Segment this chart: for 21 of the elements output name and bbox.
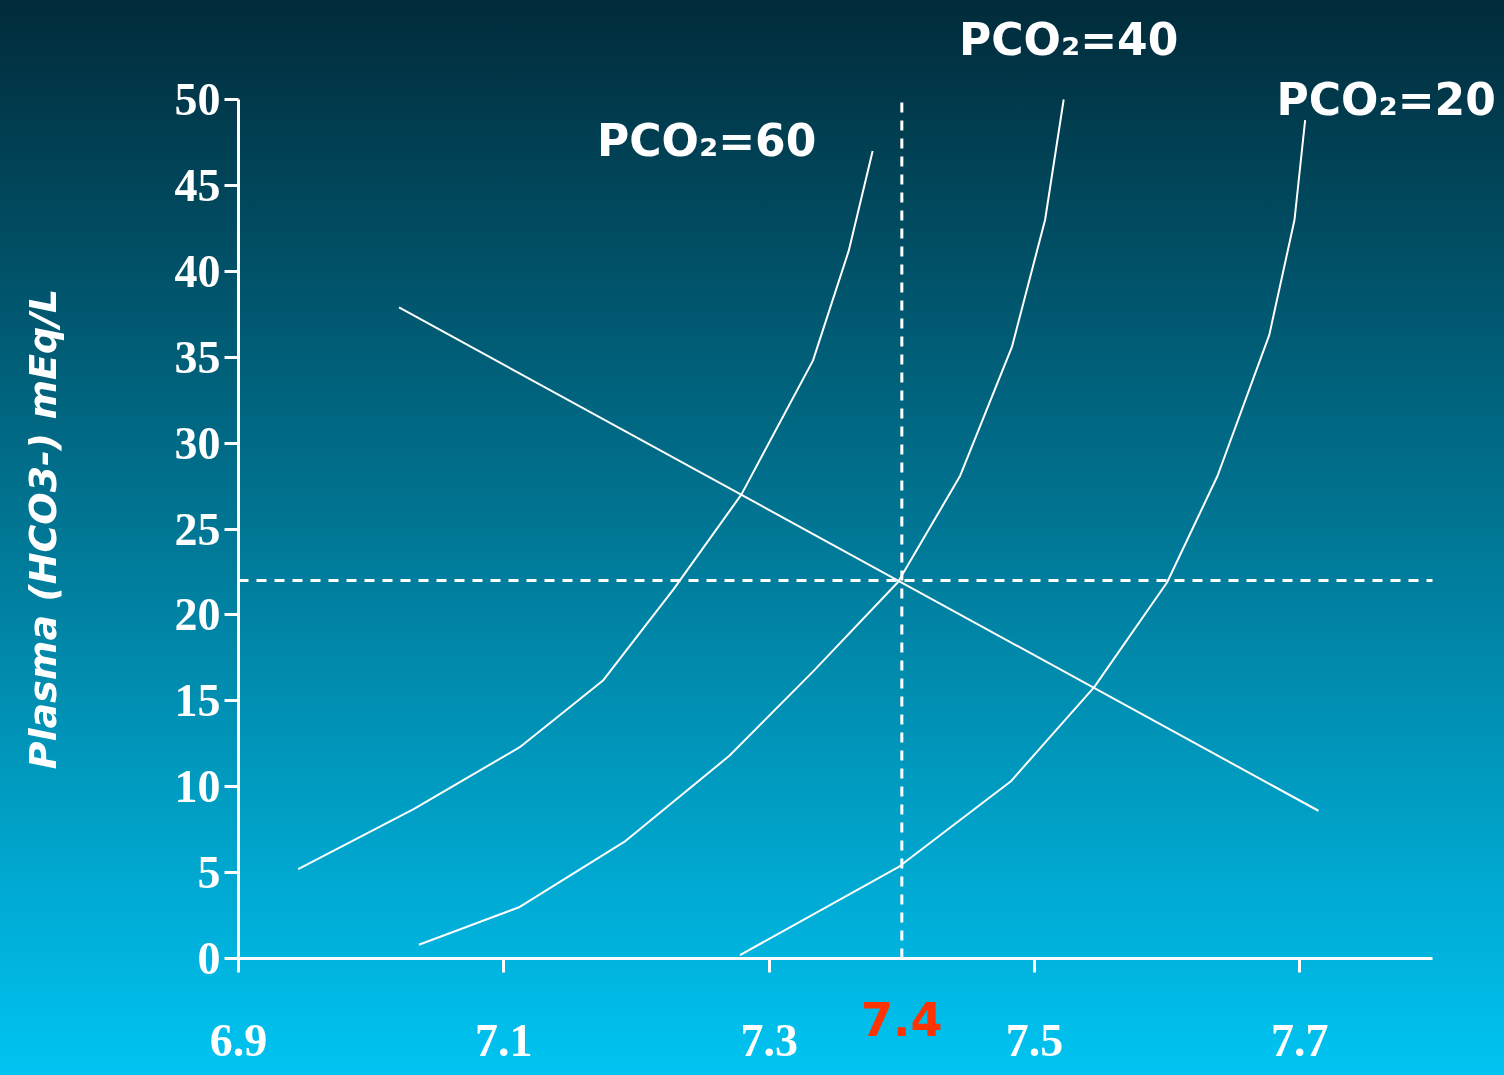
y-axis-title: Plasma (HCO3-) mEq/L bbox=[20, 288, 65, 770]
y-tick-label: 35 bbox=[174, 331, 221, 383]
y-tick-label: 45 bbox=[174, 159, 221, 211]
y-tick-label: 0 bbox=[197, 933, 221, 984]
y-tick-label: 25 bbox=[174, 503, 221, 555]
y-tick-label: 5 bbox=[197, 847, 221, 899]
y-tick-label: 10 bbox=[174, 761, 221, 813]
y-tick-label: 30 bbox=[174, 417, 221, 469]
x-tick-label: 7.7 bbox=[1271, 1014, 1329, 1066]
x-tick-label: 7.1 bbox=[475, 1014, 533, 1066]
x-tick-label: 7.3 bbox=[740, 1014, 798, 1066]
series-label: PCO₂=60 bbox=[596, 114, 817, 166]
y-tick-label: 20 bbox=[174, 589, 221, 641]
ref-line-label: 7.4 bbox=[861, 992, 943, 1047]
y-tick-label: 40 bbox=[174, 245, 221, 297]
y-tick-label: 50 bbox=[174, 74, 221, 125]
y-tick-label: 15 bbox=[174, 675, 221, 727]
x-tick-label: 7.5 bbox=[1005, 1014, 1064, 1066]
series-label: PCO₂=40 bbox=[959, 14, 1179, 65]
series-label: PCO₂=20 bbox=[1276, 73, 1496, 125]
x-tick-label: 6.9 bbox=[209, 1014, 268, 1066]
